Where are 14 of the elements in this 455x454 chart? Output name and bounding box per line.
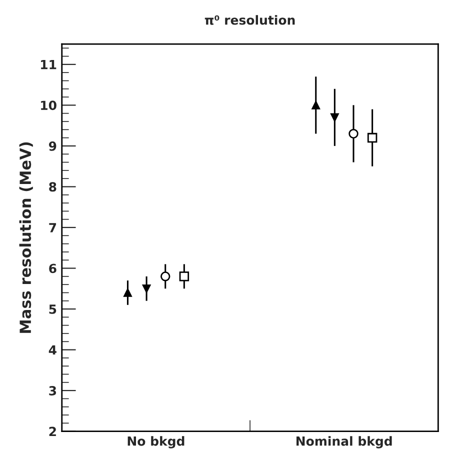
chart-title: π⁰ resolution (204, 15, 295, 25)
y-tick-label: 3 (49, 386, 56, 396)
x-tick-label: Nominal bkgd (296, 436, 392, 448)
y-axis-title: Mass resolution (MeV) (19, 142, 33, 333)
y-tick-label: 2 (49, 426, 56, 436)
y-tick-label: 4 (48, 345, 56, 355)
y-tick-label: 7 (49, 223, 56, 232)
y-tick-label: 11 (41, 60, 56, 70)
y-tick-label: 6 (49, 264, 56, 274)
x-tick-label: No bkgd (128, 436, 184, 448)
y-tick-label: 8 (49, 182, 56, 192)
y-tick-label: 9 (48, 141, 56, 151)
y-tick-label: 10 (41, 100, 56, 110)
y-tick-label: 5 (49, 304, 56, 314)
